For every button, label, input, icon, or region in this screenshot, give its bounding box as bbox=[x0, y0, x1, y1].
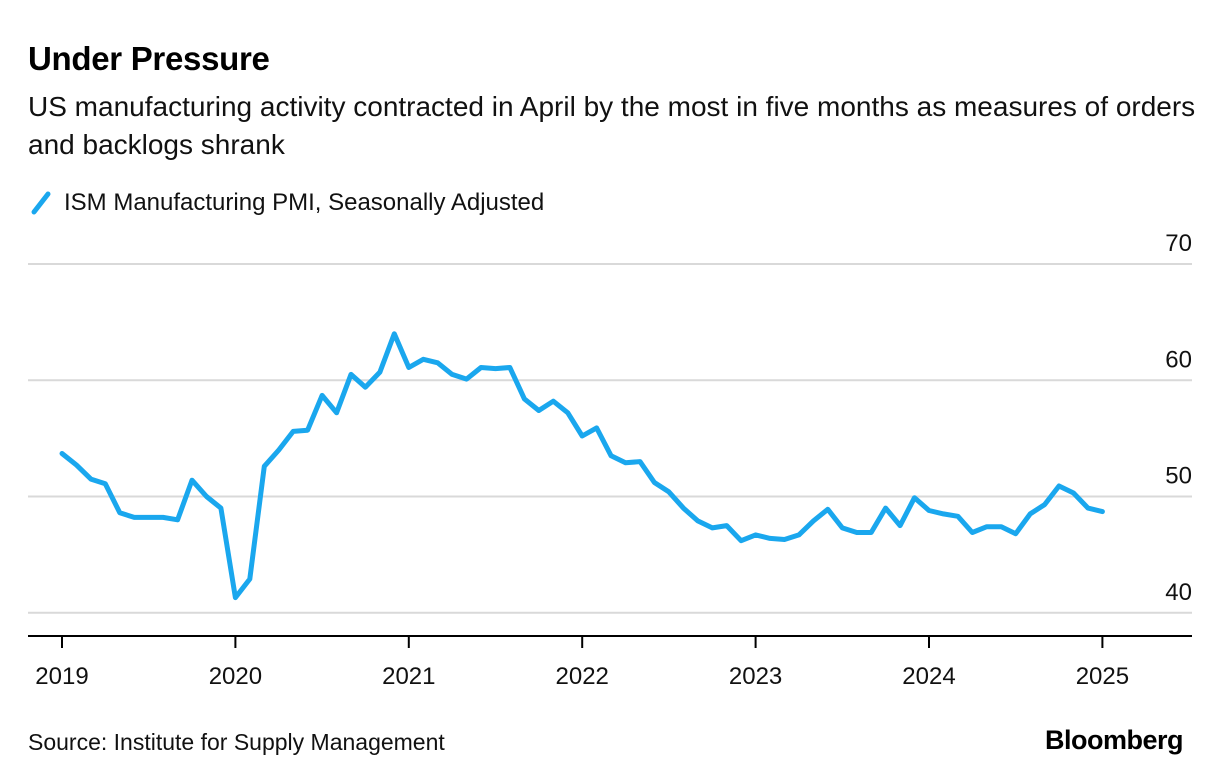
y-tick-label: 60 bbox=[1165, 346, 1192, 373]
x-tick-label: 2021 bbox=[382, 663, 435, 690]
series-group bbox=[59, 331, 1105, 601]
legend-swatch-icon bbox=[31, 191, 51, 215]
legend-label: ISM Manufacturing PMI, Seasonally Adjust… bbox=[64, 189, 545, 216]
x-axis-ticks: 2019 2020 2021 2022 2023 2024 2025 bbox=[35, 636, 1129, 690]
x-tick-label: 2023 bbox=[729, 663, 782, 690]
y-tick-label: 50 bbox=[1165, 463, 1192, 490]
chart-title: Under Pressure bbox=[28, 40, 270, 77]
legend: ISM Manufacturing PMI, Seasonally Adjust… bbox=[28, 186, 544, 220]
x-tick-label: 2019 bbox=[35, 663, 88, 690]
gridlines bbox=[28, 263, 1192, 614]
bloomberg-logo: Bloomberg bbox=[1044, 725, 1184, 755]
chart-subtitle: US manufacturing activity contracted in … bbox=[28, 91, 1196, 160]
series-line-ism-pmi bbox=[59, 331, 1105, 601]
source-note: Source: Institute for Supply Management bbox=[28, 729, 445, 755]
x-tick-label: 2024 bbox=[902, 663, 955, 690]
y-tick-label: 40 bbox=[1165, 579, 1192, 606]
y-axis-tick-labels: 40 50 60 70 bbox=[1165, 230, 1192, 606]
x-tick-label: 2022 bbox=[556, 663, 609, 690]
x-tick-label: 2020 bbox=[209, 663, 262, 690]
x-tick-label: 2025 bbox=[1076, 663, 1129, 690]
y-tick-label: 70 bbox=[1165, 230, 1192, 257]
